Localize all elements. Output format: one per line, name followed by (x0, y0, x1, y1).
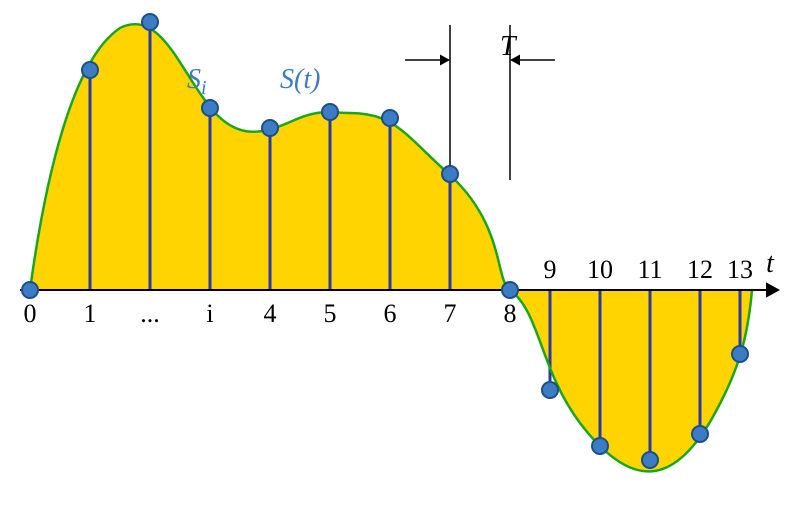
sample-marker (142, 14, 158, 30)
tick-label: 10 (587, 255, 613, 284)
t-marker-left-arrowhead (440, 55, 450, 66)
tick-label: 8 (504, 299, 517, 328)
sample-marker (22, 282, 38, 298)
tick-label: 5 (324, 299, 337, 328)
sample-marker (382, 110, 398, 126)
sample-marker (202, 100, 218, 116)
sample-marker (732, 346, 748, 362)
t-axis-arrow (766, 282, 780, 297)
sample-marker (692, 426, 708, 442)
sample-marker (642, 452, 658, 468)
sample-marker (502, 282, 518, 298)
sample-marker (592, 438, 608, 454)
tick-label: 7 (444, 299, 457, 328)
tick-label: 6 (384, 299, 397, 328)
sample-marker (262, 120, 278, 136)
sample-marker (82, 62, 98, 78)
t-interval-label: T (500, 31, 518, 62)
tick-label: 0 (24, 299, 37, 328)
tick-label: 1 (84, 299, 97, 328)
tick-label: ... (140, 299, 160, 328)
tick-label: 13 (727, 255, 753, 284)
tick-label: 12 (687, 255, 713, 284)
sample-marker (542, 382, 558, 398)
axis-label-t: t (766, 248, 775, 279)
tick-label: 4 (264, 299, 277, 328)
tick-label: 11 (637, 255, 662, 284)
sample-marker (442, 166, 458, 182)
sample-marker (322, 104, 338, 120)
annotation-st: S(t) (280, 64, 320, 95)
annotation-si: Si (187, 64, 207, 99)
tick-label: i (206, 299, 213, 328)
tick-label: 9 (544, 255, 557, 284)
